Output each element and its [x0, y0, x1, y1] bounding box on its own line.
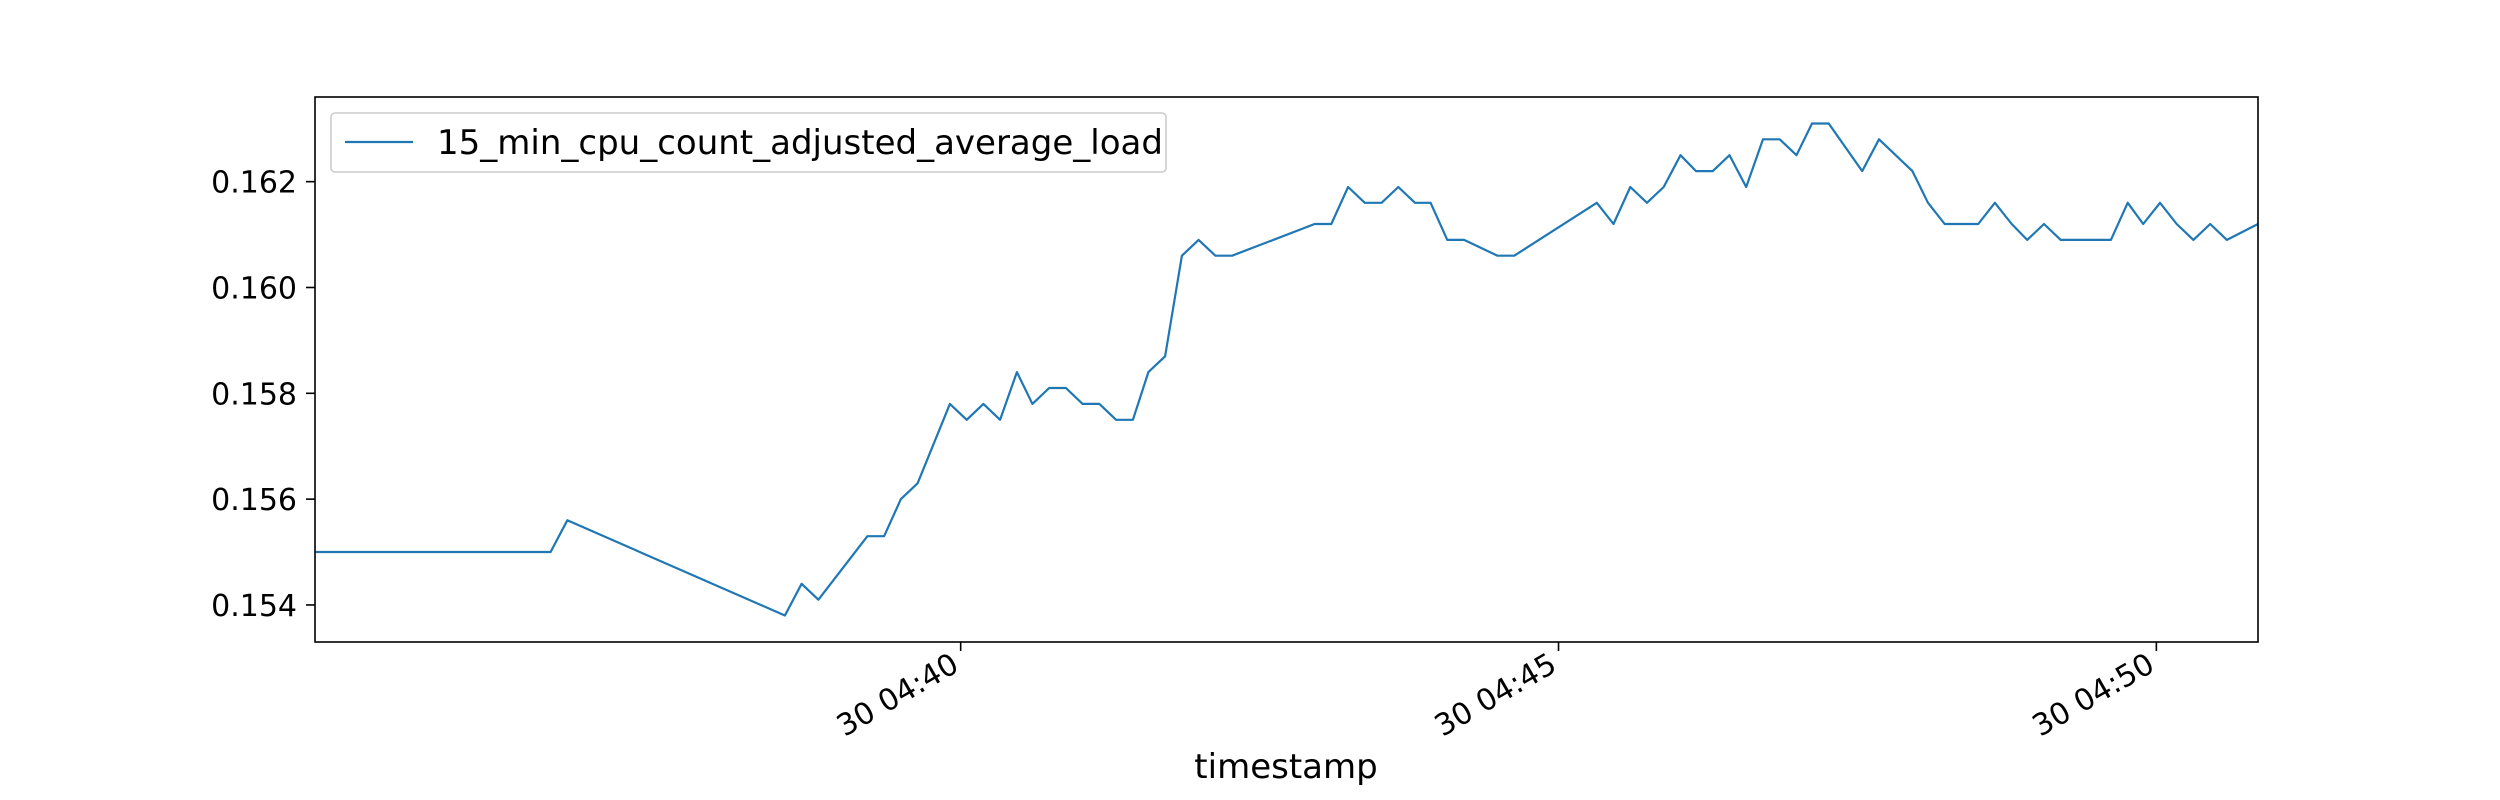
plot-area-frame	[314, 96, 2259, 643]
y-tick-label: 0.156	[211, 483, 297, 518]
x-tick-label: 30 04:50	[2027, 647, 2161, 744]
legend: 15_min_cpu_count_adjusted_average_load	[330, 112, 1167, 173]
x-axis: 30 04:40 30 04:45 30 04:50	[831, 642, 2160, 744]
y-tick-label: 0.160	[211, 271, 297, 306]
x-tick-label: 30 04:45	[1429, 647, 1563, 744]
x-axis-label: timestamp	[1194, 747, 1377, 787]
legend-box	[330, 112, 1167, 173]
y-tick-label: 0.162	[211, 166, 297, 201]
x-tick-label: 30 04:40	[831, 647, 965, 744]
y-tick-label: 0.158	[211, 377, 297, 412]
y-axis: 0.154 0.156 0.158 0.160 0.162	[211, 166, 315, 624]
legend-entry-label: 15_min_cpu_count_adjusted_average_load	[437, 123, 1163, 163]
series-line-15-min-cpu-load	[315, 122, 2258, 617]
y-tick-label: 0.154	[211, 589, 297, 624]
